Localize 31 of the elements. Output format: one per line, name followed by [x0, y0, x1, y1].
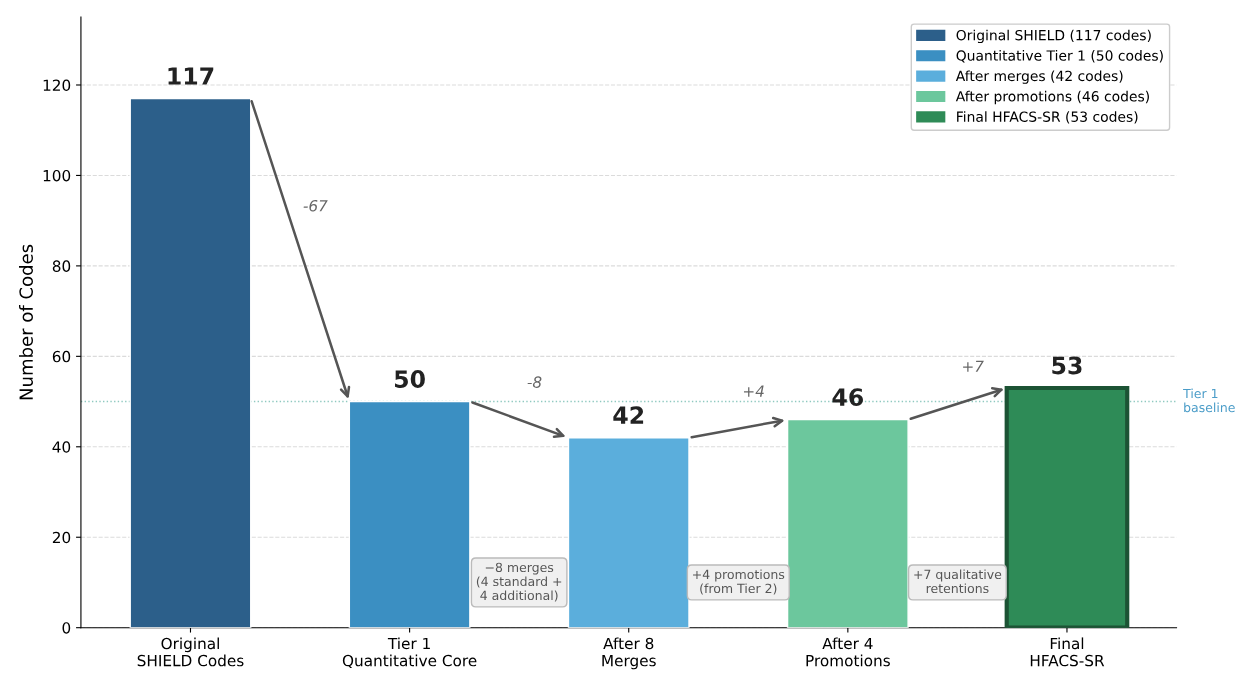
y-tick-label: 120 [43, 79, 71, 92]
annotation: +7 qualitative retentions [914, 569, 1002, 594]
data-label: 53 [1052, 356, 1082, 375]
x-tick-label: Tier 1 Quantitative Core [342, 637, 477, 669]
annotation: −8 merges (4 standard + 4 additional) [476, 562, 562, 602]
legend-label: Quantitative Tier 1 (50 codes) [956, 50, 1163, 63]
y-tick-label: 40 [52, 441, 71, 453]
y-tick-label: 100 [43, 169, 71, 182]
legend-label: After promotions (46 codes) [955, 90, 1149, 105]
data-label: 46 [832, 388, 863, 407]
y-tick-label: 60 [52, 350, 71, 363]
annotation: +7 [963, 360, 984, 372]
annotation: -67 [303, 199, 328, 212]
y-tick-label: 0 [62, 622, 71, 634]
x-tick-label: Final HFACS-SR [1030, 637, 1105, 667]
annotation: +4 promotions (from Tier 2) [693, 569, 785, 595]
legend-label: Final HFACS-SR (53 codes) [957, 111, 1138, 124]
data-label: 42 [613, 406, 644, 424]
annotation: +4 [743, 385, 764, 397]
x-tick-label: After 8 Merges [602, 637, 656, 670]
y-axis-title: Number of Codes [19, 244, 33, 400]
legend-label: Original SHIELD (117 codes) [956, 29, 1151, 44]
data-label: 50 [395, 370, 425, 388]
data-label: 117 [168, 67, 214, 85]
y-tick-label: 80 [52, 260, 71, 272]
x-tick-label: After 4 Promotions [806, 637, 890, 667]
annotation: -8 [527, 376, 542, 388]
legend-label: After merges (42 codes) [955, 70, 1123, 84]
y-tick-label: 20 [52, 531, 71, 544]
ref-line-label: Tier 1 baseline [1183, 388, 1235, 413]
x-tick-label: Original SHIELD Codes [137, 637, 244, 667]
